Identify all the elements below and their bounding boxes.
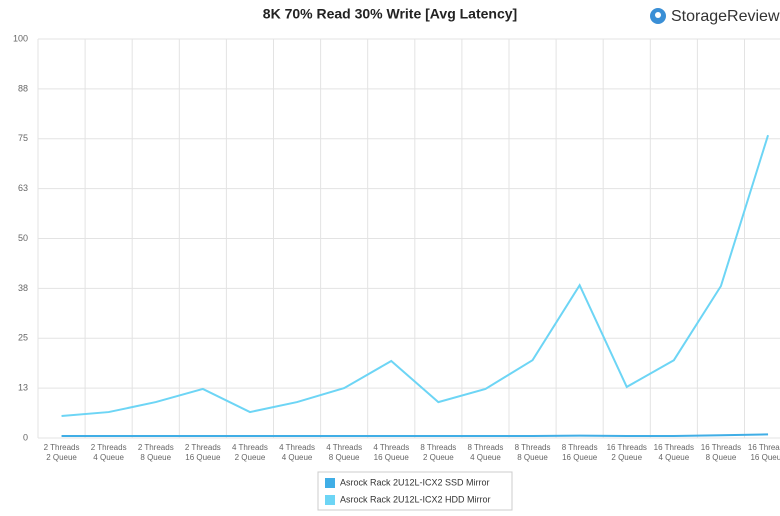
x-tick-label: 4 Threads xyxy=(232,443,268,452)
y-tick-label: 50 xyxy=(18,233,28,243)
x-tick-label: 8 Threads xyxy=(420,443,456,452)
legend-swatch xyxy=(325,495,335,505)
x-tick-label: 4 Threads xyxy=(326,443,362,452)
x-tick-label: 16 Queue xyxy=(750,453,780,462)
y-tick-label: 75 xyxy=(18,133,28,143)
x-tick-label: 8 Threads xyxy=(468,443,504,452)
x-tick-label: 4 Queue xyxy=(93,453,124,462)
x-tick-label: 16 Queue xyxy=(185,453,221,462)
x-tick-label: 16 Threads xyxy=(654,443,694,452)
legend-label: Asrock Rack 2U12L-ICX2 SSD Mirror xyxy=(340,477,490,487)
legend-swatch xyxy=(325,478,335,488)
x-tick-label: 2 Threads xyxy=(91,443,127,452)
y-tick-label: 100 xyxy=(13,33,28,43)
series-line xyxy=(61,433,769,438)
logo-icon-hole xyxy=(655,12,661,18)
x-tick-label: 4 Queue xyxy=(658,453,689,462)
brand-logo: StorageReview xyxy=(650,8,780,25)
y-tick-label: 63 xyxy=(18,183,28,193)
x-tick-label: 4 Queue xyxy=(282,453,313,462)
brand-name: StorageReview xyxy=(671,8,780,25)
x-tick-label: 16 Queue xyxy=(562,453,598,462)
x-tick-label: 2 Threads xyxy=(44,443,80,452)
x-tick-label: 4 Threads xyxy=(373,443,409,452)
x-tick-label: 2 Queue xyxy=(46,453,77,462)
x-tick-label: 16 Threads xyxy=(748,443,780,452)
x-tick-label: 8 Queue xyxy=(329,453,360,462)
y-tick-label: 25 xyxy=(18,333,28,343)
x-tick-label: 4 Threads xyxy=(279,443,315,452)
legend-label: Asrock Rack 2U12L-ICX2 HDD Mirror xyxy=(340,494,491,504)
x-tick-label: 2 Queue xyxy=(611,453,642,462)
x-tick-label: 2 Queue xyxy=(235,453,266,462)
x-tick-label: 4 Queue xyxy=(470,453,501,462)
y-tick-label: 13 xyxy=(18,383,28,393)
x-tick-label: 2 Queue xyxy=(423,453,454,462)
y-tick-label: 38 xyxy=(18,283,28,293)
x-tick-label: 8 Threads xyxy=(515,443,551,452)
x-tick-label: 8 Queue xyxy=(140,453,171,462)
x-tick-label: 8 Threads xyxy=(562,443,598,452)
legend-box xyxy=(317,471,513,511)
x-tick-label: 8 Queue xyxy=(706,453,737,462)
x-tick-label: 8 Queue xyxy=(517,453,548,462)
y-tick-label: 0 xyxy=(23,432,28,442)
x-tick-label: 2 Threads xyxy=(185,443,221,452)
x-tick-label: 16 Queue xyxy=(374,453,410,462)
chart-title: 8K 70% Read 30% Write [Avg Latency] xyxy=(263,6,517,22)
series-line xyxy=(61,134,770,418)
x-tick-label: 2 Threads xyxy=(138,443,174,452)
x-tick-label: 16 Threads xyxy=(607,443,647,452)
x-tick-label: 16 Threads xyxy=(701,443,741,452)
y-tick-label: 88 xyxy=(18,83,28,93)
